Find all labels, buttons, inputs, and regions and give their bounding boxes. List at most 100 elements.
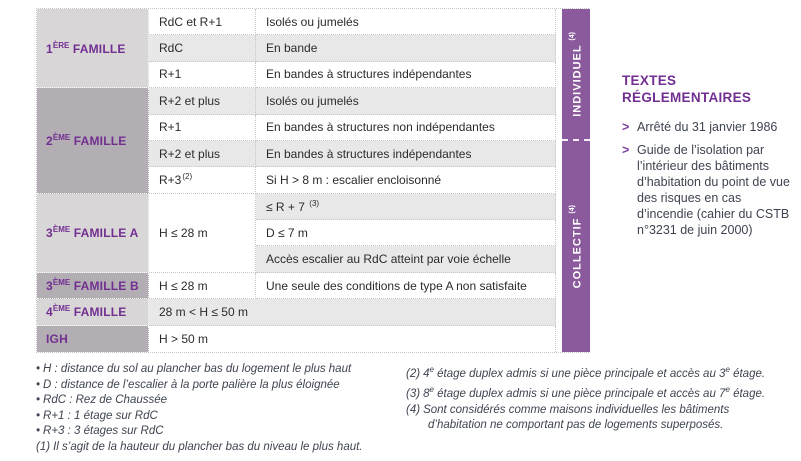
- superscript: e: [429, 365, 434, 374]
- family-label: 4ÈME FAMILLE: [46, 304, 127, 320]
- cell-text: Accès escalier au RdC atteint par voie é…: [266, 252, 511, 267]
- reference-text: Arrêté du 31 janvier 1986: [637, 120, 778, 134]
- chevron-right-icon: >: [622, 143, 630, 157]
- cell-text: En bandes à structures indépendantes: [266, 67, 472, 82]
- description-cell: En bandes à structures indépendantes: [256, 61, 556, 89]
- ordinal-superscript: ÈRE: [52, 40, 70, 50]
- footnote-marker: •: [36, 394, 41, 407]
- reference-item: > Arrêté du 31 janvier 1986: [622, 119, 794, 135]
- cell-text: En bandes à structures indépendantes: [266, 146, 472, 161]
- cell-text: R+2 et plus: [159, 146, 221, 161]
- cell-text: R+1: [159, 120, 182, 135]
- ordinal-superscript: ÈME: [52, 278, 71, 288]
- reference-text: Guide de l’isolation par l’intérieur des…: [637, 143, 790, 237]
- family-cell-3eme-famille-b: 3ÈME FAMILLE B: [37, 272, 149, 300]
- footnotes-left: • H : distance du sol au plancher bas du …: [36, 362, 404, 456]
- cell-text: H > 50 m: [159, 331, 209, 346]
- family-label: IGH: [46, 331, 68, 346]
- footnote-marker: •: [36, 425, 41, 438]
- cell-text: R+1: [159, 67, 182, 82]
- footnotes-right: (2) 4e étage duplex admis si une pièce pr…: [406, 362, 778, 434]
- family-cell-igh: IGH: [37, 325, 149, 352]
- criteria-cell: R+1: [149, 61, 256, 89]
- footnote-marker: •: [36, 409, 41, 422]
- footnote-marker: (2): [406, 367, 421, 380]
- cell-text: H ≤ 28 m: [159, 278, 208, 293]
- chevron-right-icon: >: [622, 120, 630, 134]
- reference-item: > Guide de l’isolation par l’intérieur de…: [622, 142, 794, 238]
- footnote-ref: (3): [309, 198, 320, 208]
- footnote: (4) Sont considérés comme maisons individ…: [406, 403, 730, 432]
- footnote: (1) Il s’agit de la hauteur du plancher b…: [36, 440, 363, 453]
- band-label: INDIVIDUEL (4): [568, 31, 584, 117]
- criteria-cell: R+3(2): [149, 167, 256, 194]
- criteria-cell: R+1: [149, 114, 256, 141]
- description-cell: En bandes à structures non indépendantes: [256, 114, 556, 141]
- footnote-marker: (1): [36, 440, 51, 453]
- reference-list: > Arrêté du 31 janvier 1986 > Guide de l’is…: [622, 119, 794, 238]
- family-label: 3ÈME FAMILLE A: [46, 225, 139, 241]
- cell-text: Isolés ou jumelés: [266, 14, 359, 29]
- footnote: • H : distance du sol au plancher bas du …: [36, 363, 352, 375]
- description-cell: ≤ R + 7 (3): [256, 193, 556, 221]
- footnote-ref: (2): [182, 172, 193, 182]
- cell-text: Si H > 8 m : escalier encloisonné: [266, 172, 442, 187]
- cell-text: En bande: [266, 41, 318, 56]
- band-individuel: INDIVIDUEL (4): [562, 9, 590, 141]
- family-cell-1ere-famille: 1ÈRE FAMILLE: [37, 9, 149, 89]
- cell-text: Isolés ou jumelés: [266, 93, 359, 108]
- cell-text: 28 m < H ≤ 50 m: [159, 304, 248, 319]
- footnote-ref: (4): [568, 204, 576, 214]
- cell-text: En bandes à structures non indépendantes: [266, 120, 495, 135]
- footnote: (2) 4e étage duplex admis si une pièce pr…: [406, 365, 766, 380]
- side-panel-title: TEXTES RÉGLEMENTAIRES: [622, 73, 752, 105]
- band-collectif: COLLECTIF (4): [562, 140, 590, 352]
- cell-text: RdC et R+1: [159, 14, 223, 29]
- cell-text: ≤ R + 7 (3): [266, 198, 320, 214]
- description-cell: Si H > 8 m : escalier encloisonné: [256, 167, 556, 194]
- family-label: 1ÈRE FAMILLE: [46, 40, 126, 56]
- description-cell: Une seule des conditions de type A non s…: [256, 272, 556, 300]
- footnote-marker: (4): [406, 403, 421, 416]
- description-cell: D ≤ 7 m: [256, 220, 556, 247]
- criteria-cell: 28 m < H ≤ 50 m: [149, 299, 556, 326]
- footnote-ref: (4): [568, 31, 576, 41]
- cell-text: H ≤ 28 m: [159, 225, 208, 240]
- ordinal-superscript: ÈME: [52, 225, 71, 235]
- superscript: e: [725, 365, 730, 374]
- classification-table: 1ÈRE FAMILLE 2ÈME FAMILLE 3ÈME FAMILLE A 3È…: [36, 8, 590, 353]
- side-panel: TEXTES RÉGLEMENTAIRES > Arrêté du 31 janv…: [622, 72, 794, 245]
- family-cell-4eme-famille: 4ÈME FAMILLE: [37, 299, 149, 326]
- criteria-cell: H ≤ 28 m: [149, 272, 256, 300]
- description-cell: En bande: [256, 35, 556, 62]
- footnote: • D : distance de l’escalier à la porte p…: [36, 378, 340, 391]
- cell-text: RdC: [159, 41, 184, 56]
- family-cell-3eme-famille-a: 3ÈME FAMILLE A: [37, 193, 149, 273]
- footnote-marker: •: [36, 363, 41, 375]
- footnote: • RdC : Rez de Chaussée: [36, 394, 168, 407]
- criteria-cell: R+2 et plus: [149, 88, 256, 115]
- description-cell: En bandes à structures indépendantes: [256, 140, 556, 168]
- criteria-cell: RdC: [149, 35, 256, 62]
- superscript: e: [725, 385, 730, 395]
- superscript: e: [429, 385, 434, 395]
- family-cell-2eme-famille: 2ÈME FAMILLE: [37, 88, 149, 194]
- criteria-cell: H ≤ 28 m: [149, 193, 256, 273]
- footnote-marker: •: [36, 378, 41, 391]
- description-cell: Accès escalier au RdC atteint par voie é…: [256, 246, 556, 273]
- footnote: • R+3 : 3 étages sur RdC: [36, 425, 164, 438]
- family-label: 3ÈME FAMILLE B: [46, 278, 139, 294]
- cell-text: Une seule des conditions de type A non s…: [266, 278, 527, 293]
- ordinal-superscript: ÈME: [52, 132, 71, 142]
- cell-text: D ≤ 7 m: [266, 225, 308, 240]
- band-label: COLLECTIF (4): [568, 204, 584, 289]
- description-cell: Isolés ou jumelés: [256, 88, 556, 115]
- criteria-cell: H > 50 m: [149, 325, 556, 352]
- criteria-cell: RdC et R+1: [149, 9, 256, 36]
- ordinal-superscript: ÈME: [52, 304, 71, 314]
- family-label: 2ÈME FAMILLE: [46, 132, 127, 148]
- cell-text: R+3(2): [159, 172, 193, 188]
- footnote: (3) 8e étage duplex admis si une pièce pr…: [406, 385, 766, 401]
- criteria-cell: R+2 et plus: [149, 140, 256, 168]
